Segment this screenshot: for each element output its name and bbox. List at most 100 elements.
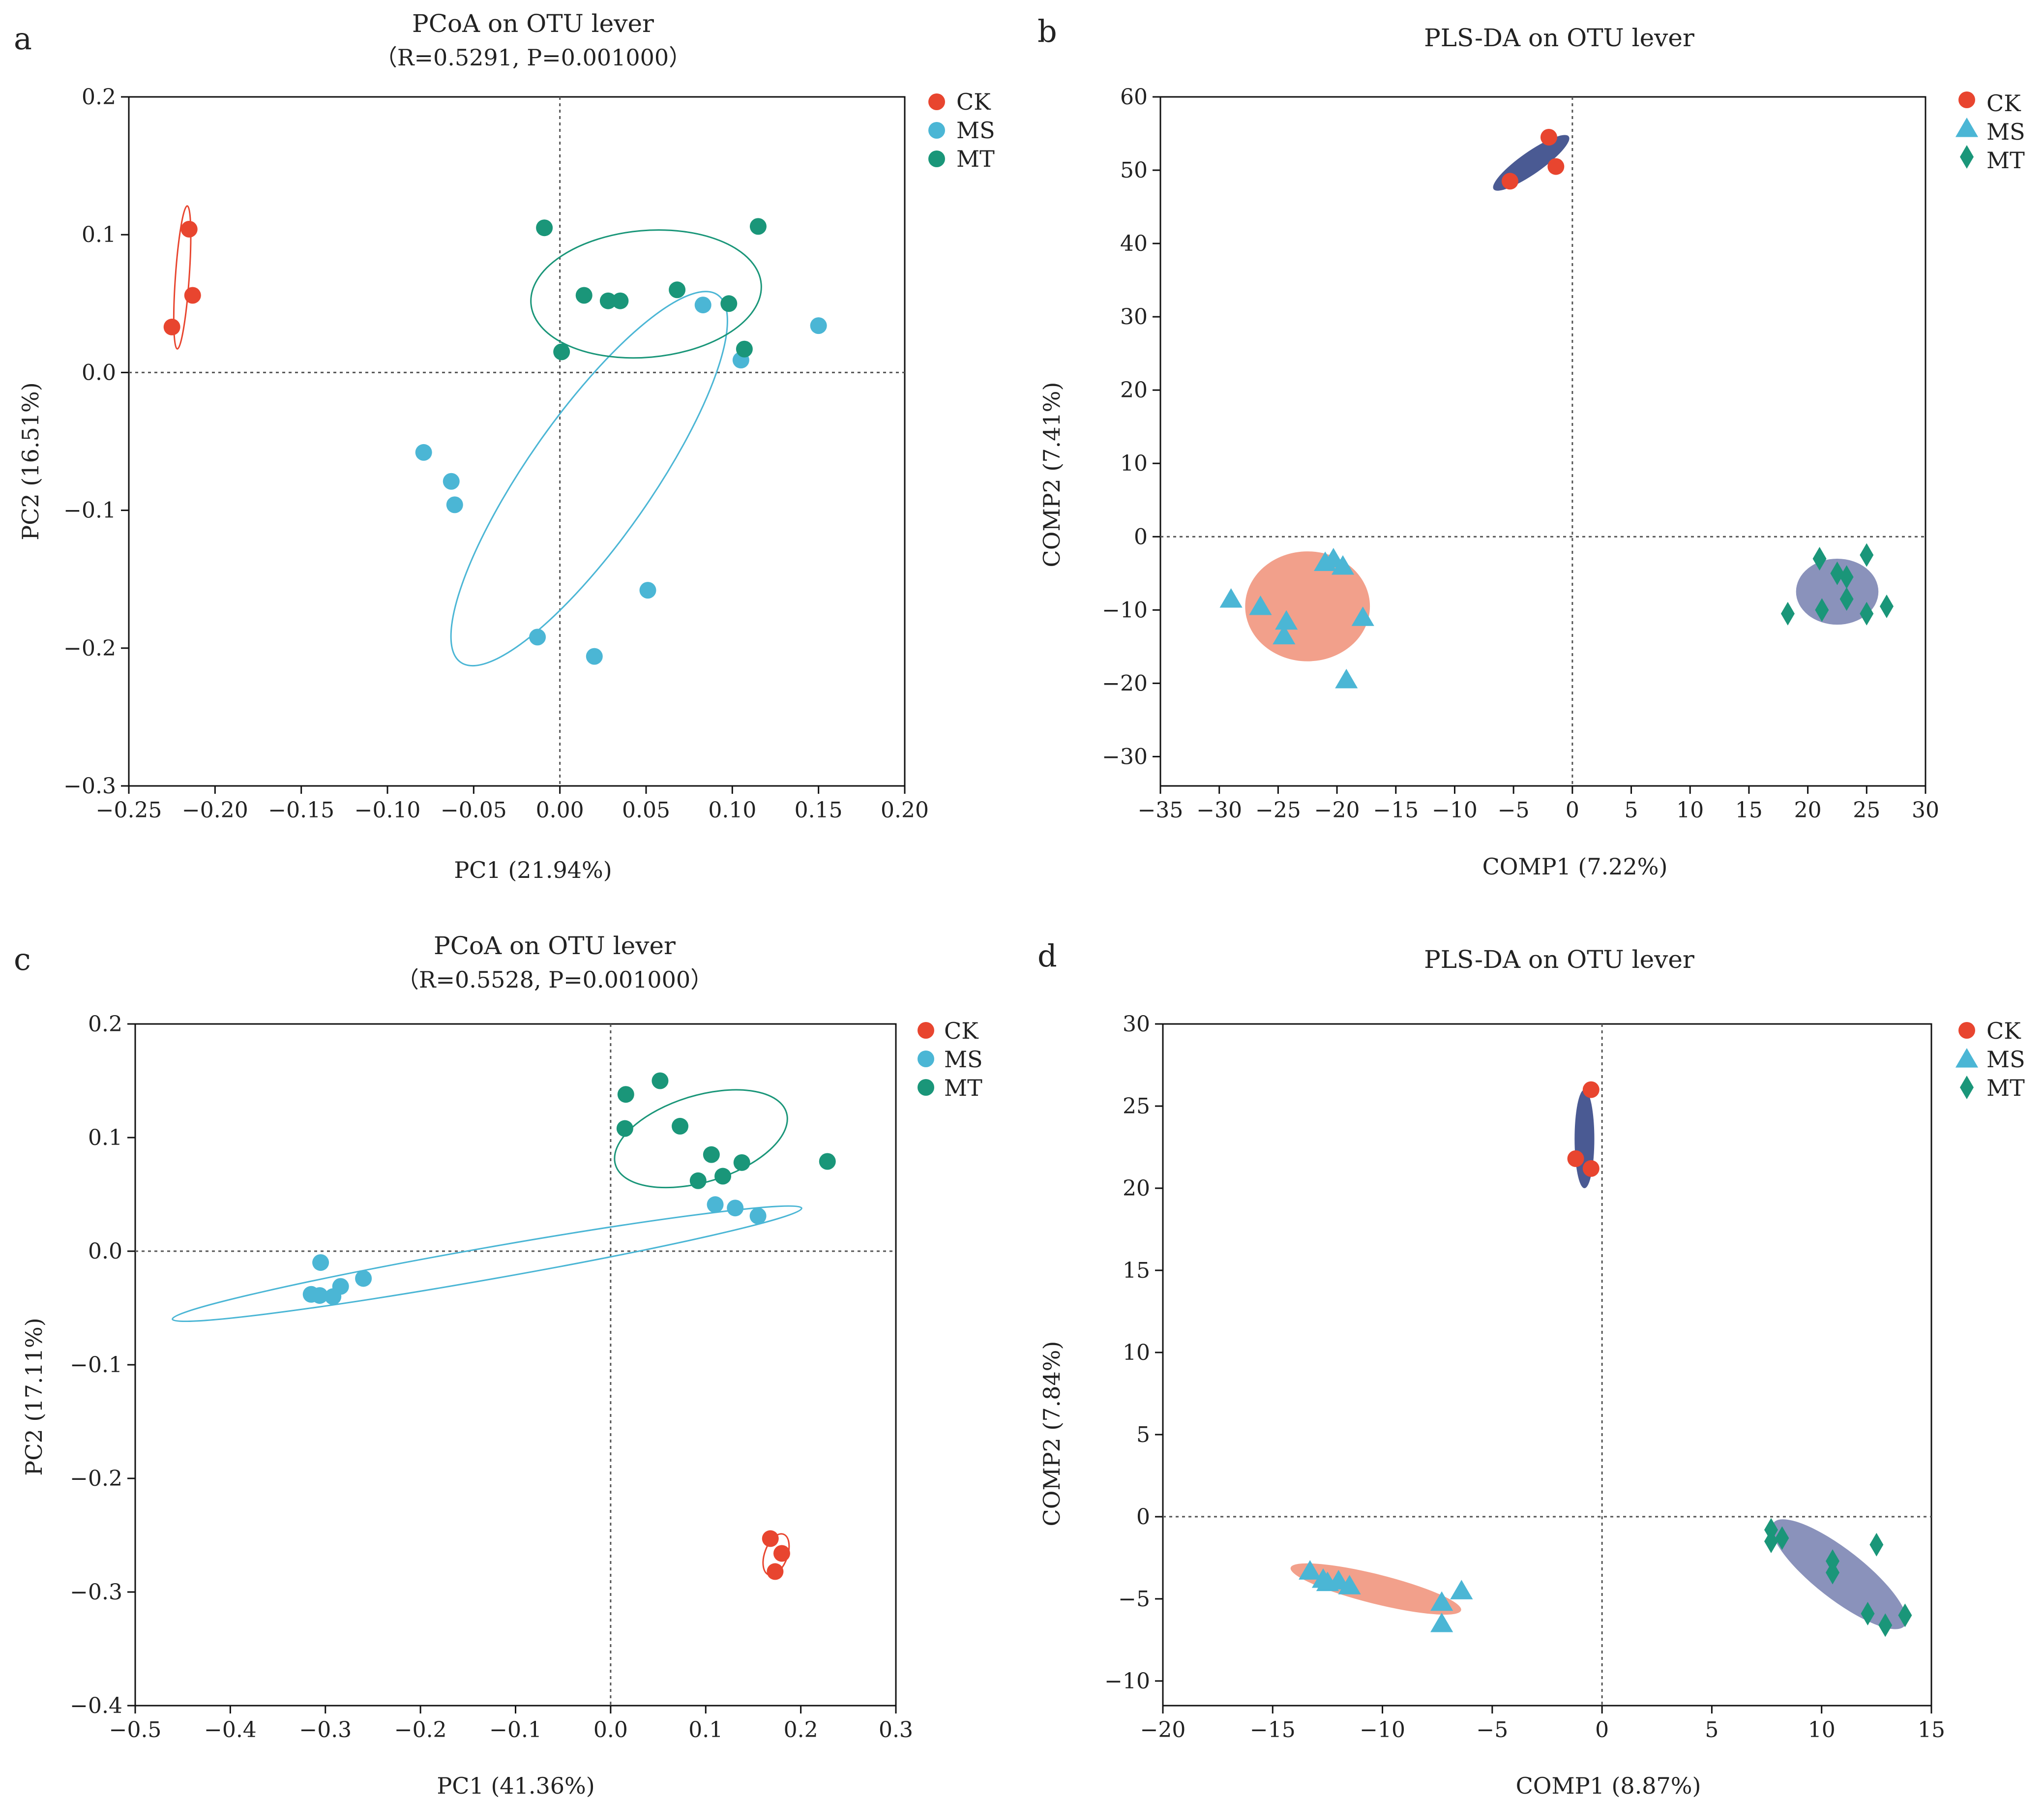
plot-frame bbox=[1159, 96, 1926, 787]
panel-d: d PLS-DA on OTU lever −20 −15 −10 −5 0 5 10 15−… bbox=[1037, 938, 2025, 1799]
x-tick-label: 0.20 bbox=[881, 798, 929, 823]
data-point-ms bbox=[1430, 1613, 1453, 1632]
y-tick-label: 0 bbox=[1136, 1504, 1150, 1530]
y-tick-label: −0.2 bbox=[70, 1466, 122, 1491]
y-tick-label: 15 bbox=[1123, 1258, 1150, 1283]
panel-b-legend: CK MS MT bbox=[1955, 90, 2025, 174]
legend-a-mt-label: MT bbox=[956, 146, 995, 172]
x-tick-label: −20 bbox=[1140, 1717, 1186, 1743]
data-point-ms bbox=[443, 473, 460, 490]
data-point-mt bbox=[616, 1120, 633, 1137]
data-point-ms bbox=[1249, 595, 1272, 615]
legend-c-mt-label: MT bbox=[944, 1075, 982, 1101]
data-point-mt bbox=[1880, 594, 1894, 618]
confidence-ellipse-ms bbox=[1245, 551, 1370, 661]
x-tick-label: −0.2 bbox=[394, 1717, 447, 1743]
confidence-ellipse-mt bbox=[530, 229, 762, 359]
data-point-ck bbox=[1582, 1081, 1600, 1098]
data-point-ms bbox=[1275, 610, 1298, 630]
y-tick-label: −0.2 bbox=[63, 636, 116, 661]
data-point-mt bbox=[733, 1154, 750, 1171]
data-point-ms bbox=[355, 1270, 372, 1287]
data-point-ms bbox=[1299, 1560, 1322, 1580]
y-tick-label: 60 bbox=[1120, 85, 1148, 110]
legend-a-ck-label: CK bbox=[956, 89, 991, 115]
y-tick-label: −10 bbox=[1102, 598, 1148, 623]
data-point-mt bbox=[553, 343, 570, 361]
data-point-mt bbox=[1764, 1518, 1778, 1542]
legend-marker-ck bbox=[928, 93, 945, 110]
x-tick-label: −25 bbox=[1255, 798, 1301, 823]
plot-frame bbox=[1162, 1023, 1932, 1707]
x-tick-label: 25 bbox=[1853, 798, 1880, 823]
data-point-mt bbox=[617, 1086, 634, 1103]
legend-marker-mt bbox=[1960, 1076, 1974, 1099]
legend-marker-ms bbox=[1955, 118, 1979, 137]
x-tick-label: −5 bbox=[1476, 1717, 1508, 1743]
y-tick-label: 30 bbox=[1120, 304, 1148, 330]
x-tick-label: 0.3 bbox=[879, 1717, 913, 1743]
data-point-mt bbox=[1839, 565, 1854, 589]
data-point-ms bbox=[529, 629, 546, 646]
x-tick-label: −0.20 bbox=[182, 798, 248, 823]
confidence-ellipse-ms bbox=[450, 291, 728, 667]
x-tick-label: −0.05 bbox=[441, 798, 507, 823]
y-tick-label: −5 bbox=[1118, 1587, 1150, 1612]
data-point-mt bbox=[1860, 543, 1874, 567]
legend-c-ms-label: MS bbox=[944, 1046, 983, 1073]
data-point-ck bbox=[1547, 158, 1565, 175]
x-tick-label: −0.1 bbox=[489, 1717, 542, 1743]
data-point-mt bbox=[612, 292, 629, 309]
data-point-ms bbox=[1351, 606, 1374, 626]
panel-a-subtitle: （R=0.5291, P=0.001000） bbox=[375, 44, 691, 71]
x-tick-label: 0.10 bbox=[708, 798, 756, 823]
plot-frame bbox=[134, 1023, 897, 1707]
y-tick-label: −0.4 bbox=[70, 1693, 122, 1718]
y-tick-label: 5 bbox=[1136, 1422, 1150, 1447]
x-tick-label: −10 bbox=[1432, 798, 1478, 823]
y-tick-label: 50 bbox=[1120, 158, 1148, 183]
panel-a-legend: CK MS MT bbox=[928, 89, 995, 172]
data-point-ms bbox=[707, 1196, 724, 1213]
legend-d-mt-label: MT bbox=[1986, 1075, 2025, 1101]
data-point-mt bbox=[1812, 546, 1827, 571]
legend-b-ms-label: MS bbox=[1986, 119, 2025, 145]
panel-c-plot: −0.5 −0.4 −0.3 −0.2 −0.1 0.0 0.1 0.2 0.3−0.4−0.3… bbox=[70, 1012, 913, 1743]
data-point-mt bbox=[703, 1146, 720, 1163]
data-point-mt bbox=[1775, 1526, 1789, 1550]
data-point-ms bbox=[312, 1254, 329, 1271]
y-tick-label: 20 bbox=[1120, 378, 1148, 403]
data-point-mt bbox=[819, 1153, 836, 1170]
x-tick-label: 0.15 bbox=[795, 798, 843, 823]
data-point-mt bbox=[1826, 1561, 1840, 1585]
confidence-ellipse-ms bbox=[1290, 1563, 1461, 1615]
panel-a-ylabel: PC2 (16.51%) bbox=[17, 382, 44, 540]
y-tick-label: 10 bbox=[1120, 451, 1148, 476]
legend-a-ms-label: MS bbox=[956, 117, 995, 144]
y-tick-label: −0.1 bbox=[70, 1352, 122, 1378]
panel-letter-d: d bbox=[1037, 938, 1057, 974]
data-point-ms bbox=[749, 1207, 767, 1225]
data-point-ms bbox=[810, 317, 827, 334]
x-tick-label: −35 bbox=[1138, 798, 1184, 823]
panel-d-ylabel: COMP2 (7.84%) bbox=[1038, 1341, 1065, 1527]
panel-b-title: PLS-DA on OTU lever bbox=[1424, 24, 1694, 52]
y-tick-label: 0.0 bbox=[82, 360, 116, 385]
data-point-mt bbox=[536, 219, 553, 237]
y-tick-label: 0 bbox=[1134, 524, 1148, 549]
x-tick-label: −5 bbox=[1498, 798, 1530, 823]
data-point-mt bbox=[1780, 601, 1795, 626]
data-point-ck bbox=[184, 287, 201, 304]
x-tick-label: 10 bbox=[1808, 1717, 1836, 1743]
data-point-ck bbox=[1540, 128, 1557, 146]
legend-marker-ck bbox=[918, 1022, 934, 1039]
legend-b-ck-label: CK bbox=[1986, 90, 2021, 117]
x-tick-label: −0.15 bbox=[268, 798, 334, 823]
plot-frame bbox=[128, 96, 906, 787]
legend-marker-mt bbox=[928, 150, 945, 167]
legend-marker-mt bbox=[1960, 145, 1974, 169]
panel-c-xlabel: PC1 (41.36%) bbox=[437, 1773, 594, 1799]
x-tick-label: −0.10 bbox=[355, 798, 421, 823]
confidence-ellipse-ck bbox=[173, 205, 192, 350]
